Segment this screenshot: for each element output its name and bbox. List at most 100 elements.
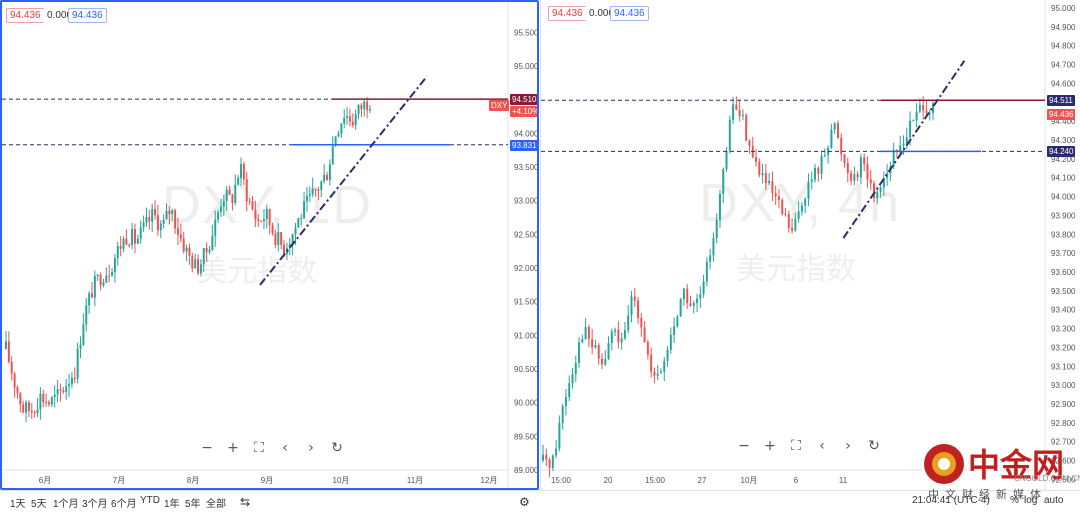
- candle: [571, 368, 574, 389]
- chart-pane-dxy-4h[interactable]: 94.436 0.000 94.436 DXY, 4h 美元指数 95.000 9…: [540, 0, 1080, 490]
- candle-body: [366, 101, 369, 111]
- candle-body: [623, 330, 626, 339]
- range-button-5d[interactable]: 5天: [31, 499, 47, 510]
- candle-body: [208, 250, 211, 253]
- range-button-1d[interactable]: 1天: [10, 499, 26, 510]
- candle-body: [171, 210, 174, 214]
- candle: [47, 399, 50, 407]
- y-tick-label: 93.300: [1051, 325, 1076, 334]
- scroll-left-button[interactable]: ‹: [282, 440, 288, 456]
- candle-body: [823, 155, 826, 157]
- candle: [228, 185, 231, 196]
- range-button-1y[interactable]: 1年: [164, 499, 180, 510]
- candle: [176, 217, 179, 245]
- chart-pane-dxy-1d[interactable]: 94.436 0.000 94.436 DXY, 1D 美元指数 95.500 9…: [0, 0, 539, 490]
- candle-body: [205, 248, 208, 253]
- candle: [70, 371, 73, 389]
- auto-toggle[interactable]: auto: [1044, 495, 1064, 506]
- candle: [59, 383, 62, 402]
- candle: [73, 367, 76, 384]
- range-button-6m[interactable]: 6个月: [111, 499, 137, 510]
- scroll-left-button[interactable]: ‹: [819, 438, 825, 454]
- candle-body: [131, 229, 134, 245]
- candle: [653, 367, 656, 384]
- candle: [840, 133, 843, 162]
- candle: [656, 365, 659, 380]
- zoom-in-button[interactable]: +: [227, 440, 239, 456]
- x-tick-label: 11: [839, 476, 848, 485]
- scroll-right-button[interactable]: ›: [308, 440, 314, 456]
- log-toggle[interactable]: log: [1024, 495, 1038, 506]
- candle: [787, 210, 790, 233]
- candle-body: [718, 193, 721, 220]
- reset-button[interactable]: ↻: [868, 438, 880, 454]
- range-button-all[interactable]: 全部: [206, 499, 226, 510]
- zoom-out-button[interactable]: −: [738, 438, 750, 454]
- zoom-in-button[interactable]: +: [764, 438, 776, 454]
- candle-body: [25, 402, 28, 413]
- candle-body: [738, 109, 741, 116]
- candle: [96, 273, 99, 282]
- candle: [876, 189, 879, 204]
- price-tag-symbol: DXY: [489, 100, 510, 112]
- candle-body: [314, 188, 317, 190]
- candle-body: [90, 293, 93, 298]
- candle: [305, 186, 308, 212]
- candle: [245, 171, 248, 212]
- candle: [863, 153, 866, 172]
- candle-body: [630, 296, 633, 316]
- candle: [928, 109, 931, 121]
- logo-wordmark: 中金网: [968, 446, 1065, 484]
- candle: [761, 163, 764, 184]
- candle: [326, 171, 329, 181]
- candle: [102, 278, 105, 288]
- candle-body: [70, 377, 73, 385]
- candle-body: [741, 115, 744, 117]
- candle: [265, 204, 268, 229]
- candle: [111, 268, 114, 277]
- ohlc-badge-change: 0.000: [585, 6, 619, 21]
- candle: [771, 171, 774, 202]
- scroll-right-button[interactable]: ›: [845, 438, 851, 454]
- reset-button[interactable]: ↻: [331, 440, 343, 456]
- candle: [918, 98, 921, 114]
- candle-body: [111, 272, 114, 276]
- price-tag-resistance: 94.510: [510, 94, 537, 106]
- range-button-5y[interactable]: 5年: [185, 499, 201, 510]
- y-tick-label: 93.800: [1051, 230, 1076, 239]
- zoom-out-button[interactable]: −: [201, 440, 213, 456]
- candle-body: [699, 294, 702, 299]
- candle-body: [202, 248, 205, 265]
- range-button-ytd[interactable]: YTD: [140, 495, 160, 506]
- candle: [25, 400, 28, 423]
- candle: [755, 148, 758, 167]
- candle-body: [932, 103, 934, 113]
- y-tick-label: 90.500: [514, 365, 539, 374]
- candle-body: [876, 191, 879, 199]
- candle-body: [268, 209, 271, 225]
- candle-body: [317, 189, 320, 191]
- candle-body: [814, 167, 817, 180]
- fit-button[interactable]: ⛶: [791, 438, 801, 454]
- y-tick-label: 93.500: [514, 163, 539, 172]
- range-button-1m[interactable]: 1个月: [53, 499, 79, 510]
- candle-body: [194, 259, 197, 269]
- settings-gear-icon[interactable]: ⚙: [519, 495, 530, 509]
- candle: [620, 332, 623, 350]
- range-button-3m[interactable]: 3个月: [82, 499, 108, 510]
- compare-icon[interactable]: ⇆: [240, 495, 251, 509]
- candle-body: [68, 384, 71, 387]
- candlestick-chart-4h[interactable]: 95.00094.90094.80094.70094.60094.50094.4…: [541, 0, 1080, 490]
- fit-button[interactable]: ⛶: [254, 440, 264, 456]
- candle: [718, 189, 721, 229]
- candlestick-chart-1d[interactable]: 95.50095.00094.50094.00093.50093.00092.5…: [2, 2, 539, 490]
- candle-body: [748, 140, 751, 146]
- candle-body: [545, 454, 548, 460]
- candle: [297, 217, 300, 228]
- candle: [558, 415, 561, 452]
- candle: [128, 243, 131, 248]
- percent-toggle[interactable]: %: [1010, 495, 1019, 506]
- candle: [814, 163, 817, 183]
- y-tick-label: 93.100: [1051, 362, 1076, 371]
- candle-body: [640, 318, 643, 328]
